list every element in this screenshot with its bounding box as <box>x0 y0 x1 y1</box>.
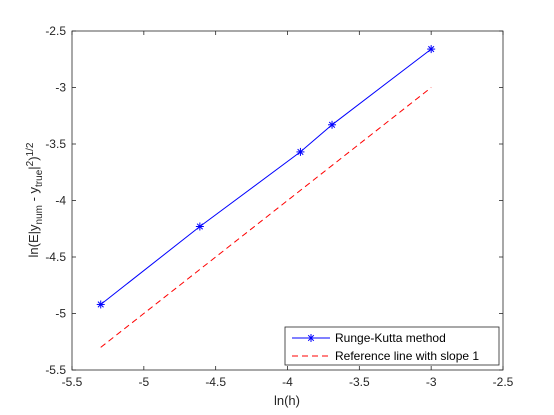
data-point <box>195 222 204 231</box>
y-tick-label: -4 <box>55 194 66 208</box>
y-label-sup-2: 2 <box>25 160 36 166</box>
x-axis-ticks: -5.5 -5 -4.5 -4 -3.5 -3 -2.5 <box>62 31 514 389</box>
legend-marker-runge-kutta <box>307 334 315 342</box>
legend-box <box>284 326 500 366</box>
data-point <box>427 45 436 54</box>
y-label-sub-num: num <box>34 205 45 224</box>
y-tick-label: -4.5 <box>45 250 66 264</box>
x-tick-label: -3.5 <box>349 375 370 389</box>
series-layer <box>96 45 436 348</box>
y-label-sub-true: true <box>34 169 45 187</box>
y-tick-label: -5.5 <box>45 363 66 377</box>
x-tick-label: -5 <box>138 375 149 389</box>
y-tick-label: -3.5 <box>45 137 66 151</box>
y-tick-label: -3 <box>55 81 66 95</box>
y-axis-ticks: -5.5 -5 -4.5 -4 -3.5 -3 -2.5 <box>45 24 503 377</box>
legend-label-runge-kutta: Runge-Kutta method <box>335 331 446 345</box>
x-tick-label: -4.5 <box>205 375 226 389</box>
legend: Runge-Kutta method Reference line with s… <box>284 326 500 366</box>
y-label-paren: ) <box>26 156 41 160</box>
data-point <box>296 147 305 156</box>
x-tick-label: -2.5 <box>493 375 514 389</box>
x-axis-label: ln(h) <box>274 393 300 408</box>
series-line-reference <box>100 87 432 348</box>
y-label-sup-half: 1/2 <box>25 142 36 156</box>
x-tick-label: -3 <box>426 375 437 389</box>
y-label-prefix: ln(E|y <box>26 224 41 257</box>
y-tick-label: -2.5 <box>45 24 66 38</box>
data-point <box>96 300 105 309</box>
x-tick-label: -5.5 <box>62 375 83 389</box>
y-label-bar: | <box>26 166 41 169</box>
legend-label-reference: Reference line with slope 1 <box>335 349 479 363</box>
y-label-middle: - y <box>26 186 41 205</box>
data-point <box>328 120 337 129</box>
y-axis-label: ln(E|ynum - ytrue|2)1/2 <box>25 142 45 257</box>
x-tick-label: -4 <box>282 375 293 389</box>
y-tick-label: -5 <box>55 307 66 321</box>
